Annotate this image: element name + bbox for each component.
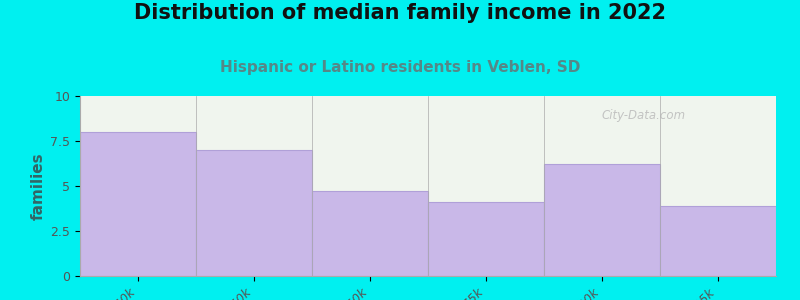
Y-axis label: families: families — [31, 152, 46, 220]
Bar — [544, 164, 660, 276]
Bar — [428, 202, 544, 276]
Bar — [196, 150, 312, 276]
Text: City-Data.com: City-Data.com — [602, 109, 686, 122]
Bar — [312, 191, 428, 276]
Text: Hispanic or Latino residents in Veblen, SD: Hispanic or Latino residents in Veblen, … — [220, 60, 580, 75]
Bar — [80, 132, 196, 276]
Bar — [660, 206, 776, 276]
Text: Distribution of median family income in 2022: Distribution of median family income in … — [134, 3, 666, 23]
